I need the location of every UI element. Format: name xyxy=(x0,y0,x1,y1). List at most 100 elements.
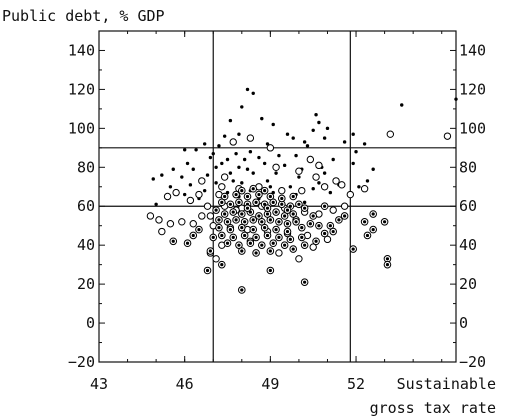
data-point-circled-dot xyxy=(306,219,315,228)
y-tick-label-left: 40 xyxy=(77,236,95,254)
circled-dot-center xyxy=(271,241,275,245)
data-point-circled-dot xyxy=(189,231,198,240)
circled-dot-center xyxy=(237,243,241,247)
data-point-circled-dot xyxy=(269,239,278,248)
data-point-circled-dot xyxy=(183,239,192,248)
data-point-dot xyxy=(171,167,175,171)
circled-dot-center xyxy=(240,212,244,216)
x-tick-label: 46 xyxy=(176,375,194,393)
data-point-circled-dot xyxy=(363,231,372,240)
circled-dot-center xyxy=(291,194,295,199)
data-point-circle xyxy=(309,243,317,251)
circled-dot-center xyxy=(337,218,341,222)
y-tick-label-right: 0 xyxy=(459,314,468,332)
data-point-dot xyxy=(245,167,250,171)
data-point-dot xyxy=(205,173,210,177)
circled-dot-center xyxy=(240,189,244,193)
circled-dot-center xyxy=(331,229,335,234)
circled-dot-center xyxy=(211,235,215,239)
y-tick-label-left: 80 xyxy=(77,158,95,176)
data-point-dot xyxy=(285,132,290,136)
data-point-dot xyxy=(357,185,361,189)
y-tick-label-right: 120 xyxy=(459,80,486,98)
data-point-dot xyxy=(311,187,315,191)
circled-dot-center xyxy=(303,206,307,210)
circled-dot-center xyxy=(288,237,292,241)
data-point-circle xyxy=(332,177,340,185)
circled-dot-center xyxy=(245,206,250,210)
data-point-dot xyxy=(271,122,275,127)
data-point-circle xyxy=(295,255,303,263)
data-point-dot xyxy=(317,181,321,185)
data-point-circled-dot xyxy=(226,225,235,234)
circled-dot-center xyxy=(300,235,304,239)
y-tick-label-left: 120 xyxy=(68,80,95,98)
data-point-circle xyxy=(266,144,275,152)
circled-dot-center xyxy=(311,214,315,218)
data-point-circled-dot xyxy=(249,225,258,234)
data-point-circle xyxy=(315,161,323,170)
data-point-circled-dot xyxy=(252,249,260,257)
data-point-circled-dot xyxy=(266,216,275,224)
data-point-dot xyxy=(257,155,261,160)
data-point-dot xyxy=(274,171,278,175)
data-point-circled-dot xyxy=(235,198,243,207)
data-point-circled-dot xyxy=(238,286,246,294)
data-point-circled-dot xyxy=(266,266,275,275)
data-point-circled-dot xyxy=(349,245,357,253)
data-point-dot xyxy=(400,103,404,107)
data-point-circled-dot xyxy=(218,260,226,269)
circled-dot-center xyxy=(371,228,375,232)
data-point-circled-dot xyxy=(220,210,229,218)
data-point-circled-dot xyxy=(335,216,343,224)
circled-dot-center xyxy=(365,233,370,238)
circled-dot-center xyxy=(265,233,270,238)
data-point-circle xyxy=(166,220,175,228)
data-point-circled-dot xyxy=(320,202,329,211)
data-point-dot xyxy=(220,161,224,166)
circled-dot-center xyxy=(385,263,390,267)
circled-dot-center xyxy=(237,200,241,204)
data-point-dot xyxy=(240,105,244,109)
data-point-circled-dot xyxy=(312,237,320,246)
circled-dot-center xyxy=(243,220,247,224)
plot-border xyxy=(98,30,457,363)
data-point-circled-dot xyxy=(275,218,283,226)
data-point-circled-dot xyxy=(257,218,266,226)
data-point-circle xyxy=(323,235,332,244)
data-point-dot xyxy=(202,188,207,193)
data-point-dot xyxy=(214,165,218,169)
data-point-circled-dot xyxy=(329,227,337,236)
data-point-circled-dot xyxy=(275,233,283,242)
x-tick-label: 43 xyxy=(90,375,108,393)
data-point-dot xyxy=(228,118,233,123)
circled-dot-center xyxy=(223,194,227,199)
data-point-circle xyxy=(329,206,337,214)
circled-dot-center xyxy=(371,212,375,216)
data-point-dot xyxy=(237,132,241,136)
circled-dot-center xyxy=(205,268,210,273)
data-point-circled-dot xyxy=(295,200,303,209)
data-point-circled-dot xyxy=(238,210,246,218)
data-point-circle xyxy=(443,132,452,140)
data-point-circle xyxy=(206,212,215,220)
data-point-dot xyxy=(214,181,218,185)
y-tick-label-left: 60 xyxy=(77,197,95,215)
data-point-circled-dot xyxy=(272,208,280,216)
data-point-circled-dot xyxy=(249,184,258,193)
data-point-circled-dot xyxy=(215,223,223,232)
data-point-circled-dot xyxy=(255,190,263,199)
data-point-circled-dot xyxy=(309,212,318,220)
circled-dot-center xyxy=(268,249,272,253)
data-point-circle xyxy=(218,183,226,191)
data-point-circled-dot xyxy=(232,190,240,199)
x-axis-title-line-2: gross tax rate xyxy=(370,399,496,417)
data-point-dot xyxy=(217,144,221,148)
data-point-dot xyxy=(202,142,207,146)
circled-dot-center xyxy=(197,228,201,232)
data-point-dot xyxy=(362,142,367,146)
circled-dot-center xyxy=(277,235,281,239)
data-point-circle xyxy=(246,134,255,142)
circled-dot-center xyxy=(385,257,390,261)
